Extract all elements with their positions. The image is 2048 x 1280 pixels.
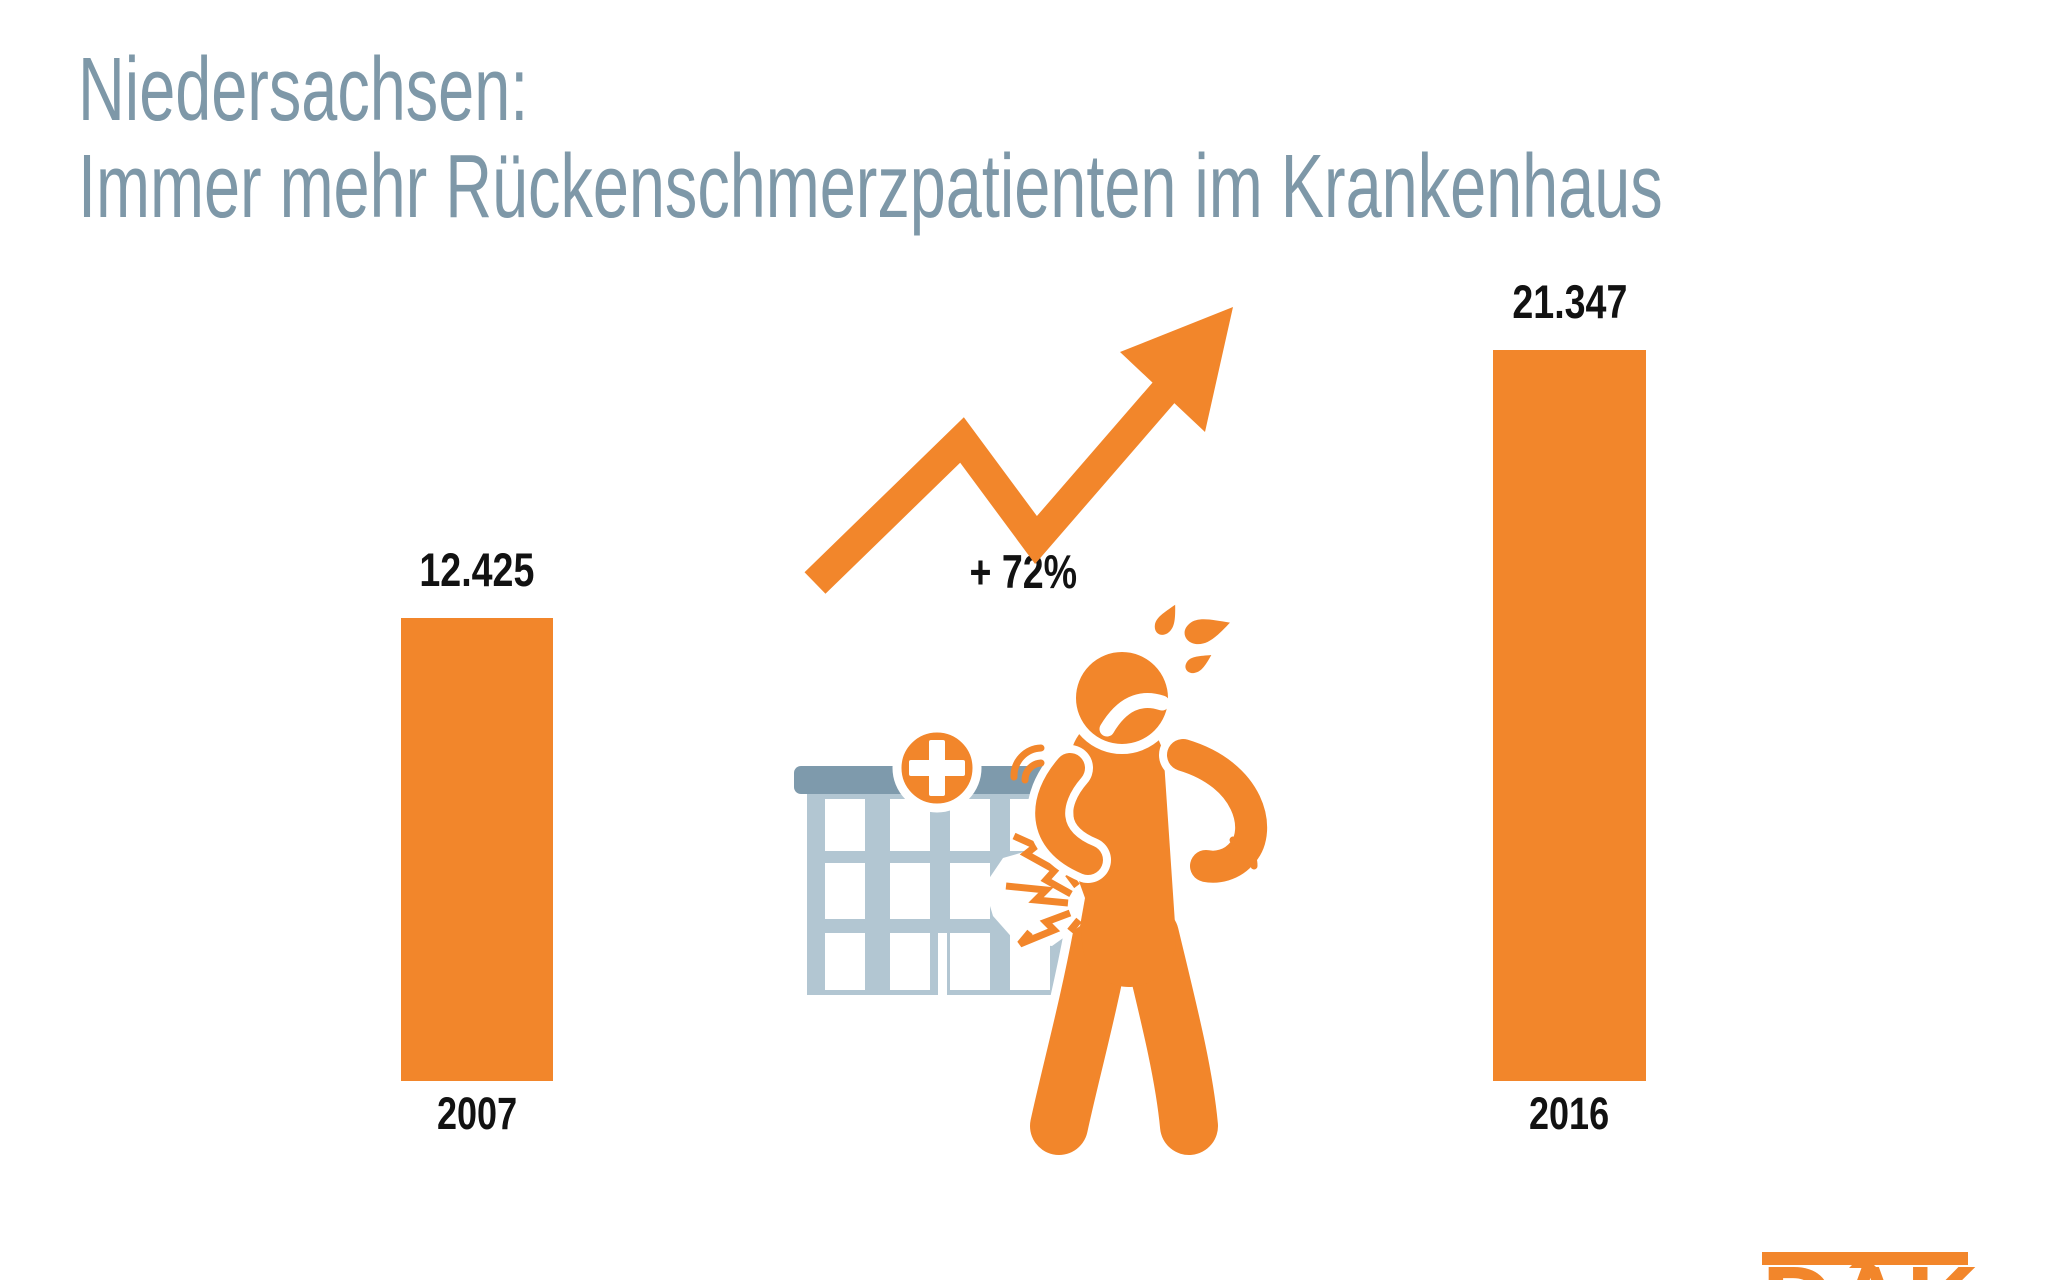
dak-logo: DAK <box>1762 1252 1979 1280</box>
year-2007-text: 2007 <box>436 1088 518 1139</box>
hospital-icon <box>794 723 1067 995</box>
year-2016-text: 2016 <box>1529 1088 1610 1139</box>
person-torso <box>1070 715 1176 987</box>
trend-arrow-icon <box>804 307 1233 594</box>
hospital-door-gap <box>938 933 947 995</box>
hospital-body <box>807 778 1067 995</box>
year-label-2007: 2007 <box>401 1090 553 1138</box>
bar-value-2007-text: 12.425 <box>419 543 535 596</box>
pain-flash-icon <box>984 832 1085 948</box>
page-title-line-1: Niedersachsen: <box>78 40 703 140</box>
page-title-line-1-text: Niedersachsen: <box>78 40 529 140</box>
medical-cross-icon <box>892 723 982 813</box>
vibration-marks-icon <box>1010 744 1258 870</box>
bar-value-label-2016: 21.347 <box>1493 278 1646 326</box>
person-left-arm-outline <box>1027 745 1111 883</box>
bar-2016 <box>1493 350 1646 1081</box>
percent-change-label: + 72% <box>903 548 1143 596</box>
person-head <box>1066 642 1178 754</box>
person-right-leg <box>1121 906 1218 1155</box>
trend-arrow-head <box>1120 307 1233 432</box>
hospital-roof-bar <box>794 766 1060 794</box>
person-left-leg <box>1030 906 1131 1155</box>
page-title-line-2: Immer mehr Rückenschmerzpatienten im Kra… <box>78 137 2048 237</box>
bar-value-2016-text: 21.347 <box>1511 275 1627 328</box>
person-mouth <box>1099 693 1170 737</box>
person-white-outline <box>1021 707 1227 1164</box>
bar-value-label-2007: 12.425 <box>401 546 553 594</box>
bar-2007 <box>401 618 553 1081</box>
percent-change-text: + 72% <box>969 545 1077 598</box>
year-label-2016: 2016 <box>1493 1090 1646 1138</box>
page-title-line-2-text: Immer mehr Rückenschmerzpatienten im Kra… <box>78 137 1663 237</box>
person-left-arm <box>1035 753 1103 875</box>
person-right-arm <box>1167 739 1268 883</box>
sweat-drops-icon <box>1154 604 1230 674</box>
hospital-windows <box>825 799 1050 995</box>
back-pain-person-icon <box>984 604 1276 1164</box>
dak-logo-a-apex <box>1849 1254 1877 1268</box>
person-right-arm-outline <box>1159 731 1276 891</box>
